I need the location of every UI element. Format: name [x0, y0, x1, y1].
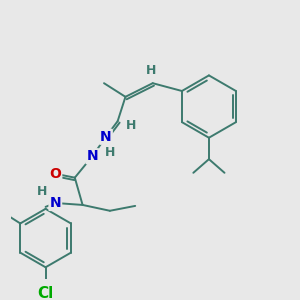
Text: N: N [50, 196, 61, 210]
Text: N: N [86, 149, 98, 163]
Text: H: H [105, 146, 115, 159]
Text: H: H [37, 185, 47, 198]
Text: H: H [126, 118, 136, 132]
Text: H: H [146, 64, 156, 77]
Text: O: O [50, 167, 61, 181]
Text: N: N [100, 130, 112, 144]
Text: Cl: Cl [38, 286, 54, 300]
